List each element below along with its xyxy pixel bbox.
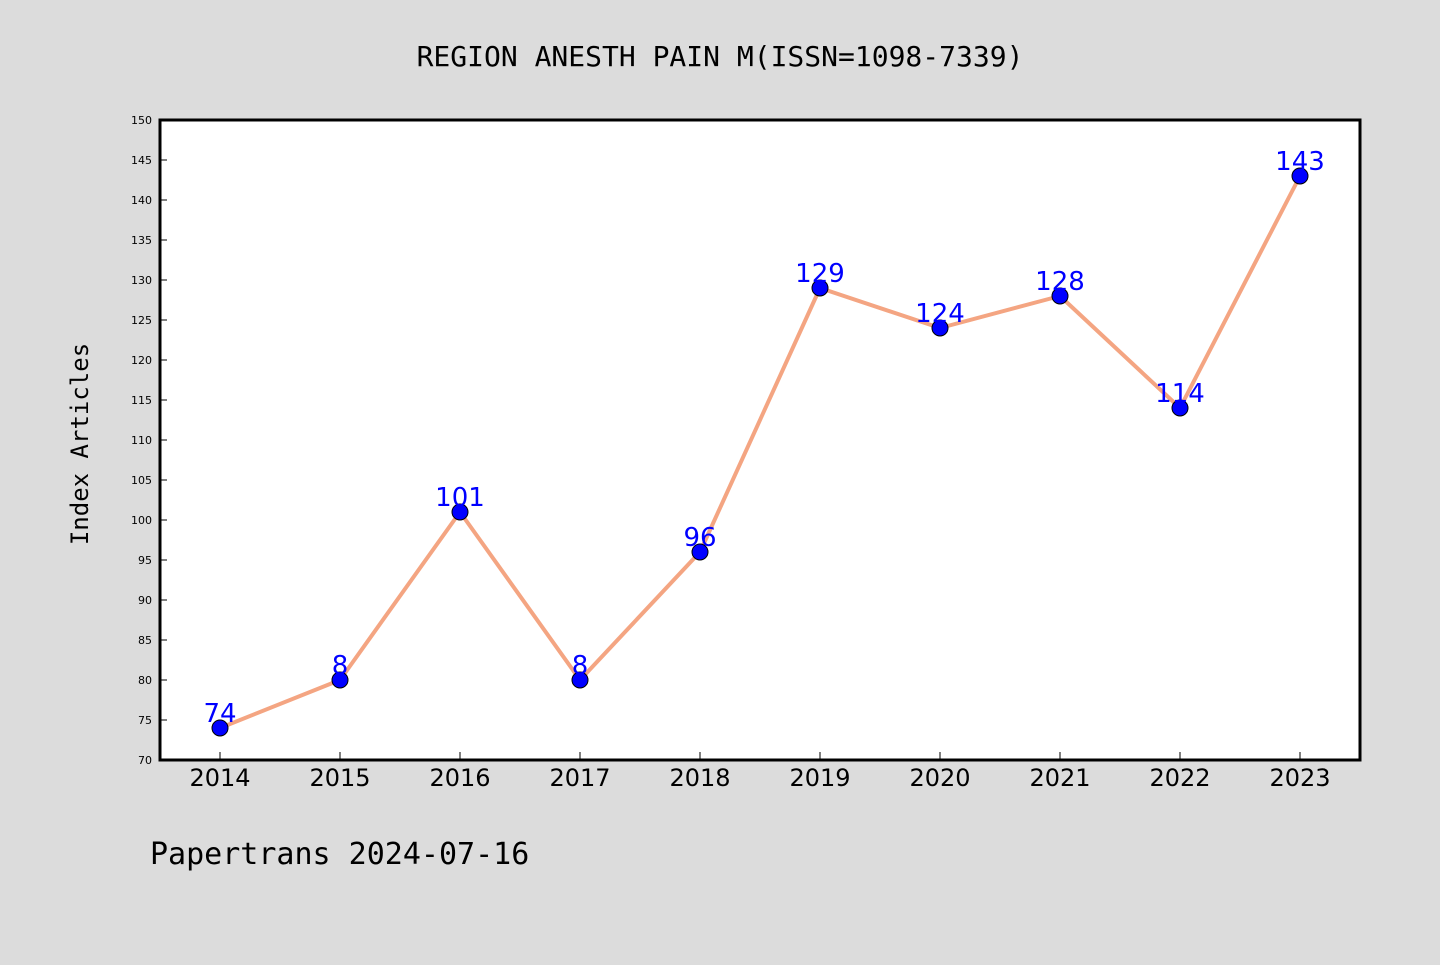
y-tick-label: 80 xyxy=(138,674,152,687)
y-tick-label: 105 xyxy=(131,474,152,487)
data-label: 8 xyxy=(332,651,349,681)
y-tick-label: 150 xyxy=(131,114,152,127)
x-tick-label: 2021 xyxy=(1029,764,1090,792)
x-tick-label: 2020 xyxy=(909,764,970,792)
data-label: 124 xyxy=(915,299,965,329)
data-point xyxy=(331,671,349,689)
y-tick-label: 100 xyxy=(131,514,152,527)
x-tick-label: 2023 xyxy=(1269,764,1330,792)
y-tick-label: 70 xyxy=(138,754,152,767)
x-axis: 2014 2015 2016 2017 2018 2019 2020 2021 2022 2023 xyxy=(189,752,1331,792)
x-tick-label: 2019 xyxy=(789,764,850,792)
y-tick-label: 120 xyxy=(131,354,152,367)
y-tick-label: 135 xyxy=(131,234,152,247)
y-tick-label: 130 xyxy=(131,274,152,287)
data-point xyxy=(1171,399,1189,417)
y-tick-label: 90 xyxy=(138,594,152,607)
data-point xyxy=(571,671,589,689)
series-line-group xyxy=(218,174,1302,730)
data-label: 128 xyxy=(1035,267,1085,297)
data-label: 96 xyxy=(683,523,716,553)
chart-title: REGION ANESTH PAIN M(ISSN=1098-7339) xyxy=(417,40,1024,73)
data-point xyxy=(451,503,469,521)
data-point xyxy=(211,719,229,737)
y-tick-label: 145 xyxy=(131,154,152,167)
y-tick-label: 85 xyxy=(138,634,152,647)
series-markers xyxy=(211,167,1309,737)
y-tick-label: 110 xyxy=(131,434,152,447)
x-tick-label: 2018 xyxy=(669,764,730,792)
x-tick-label: 2017 xyxy=(549,764,610,792)
y-tick-label: 95 xyxy=(138,554,152,567)
y-tick-label: 75 xyxy=(138,714,152,727)
data-label: 101 xyxy=(435,483,485,513)
y-tick-label: 115 xyxy=(131,394,152,407)
y-tick-label: 125 xyxy=(131,314,152,327)
x-tick-label: 2014 xyxy=(189,764,250,792)
data-point xyxy=(811,279,829,297)
x-tick-label: 2015 xyxy=(309,764,370,792)
data-labels: 74 8 101 8 96 129 124 128 114 143 xyxy=(203,147,1324,729)
data-label: 129 xyxy=(795,259,845,289)
y-axis: 70 75 80 85 90 95 100 105 110 115 120 125 130 135 140 1… xyxy=(131,114,167,767)
data-label: 114 xyxy=(1155,379,1205,409)
x-tick-label: 2016 xyxy=(429,764,490,792)
data-label: 74 xyxy=(203,699,236,729)
y-axis-label: Index Articles xyxy=(66,343,94,545)
data-label: 143 xyxy=(1275,147,1325,177)
data-point xyxy=(931,319,949,337)
data-label: 8 xyxy=(572,651,589,681)
y-tick-label: 140 xyxy=(131,194,152,207)
data-point xyxy=(1291,167,1309,185)
series-line xyxy=(218,174,1302,730)
data-point xyxy=(691,543,709,561)
plot-frame xyxy=(158,118,1362,762)
x-tick-label: 2022 xyxy=(1149,764,1210,792)
footer-credit: Papertrans 2024-07-16 xyxy=(150,837,529,872)
data-point xyxy=(1051,287,1069,305)
